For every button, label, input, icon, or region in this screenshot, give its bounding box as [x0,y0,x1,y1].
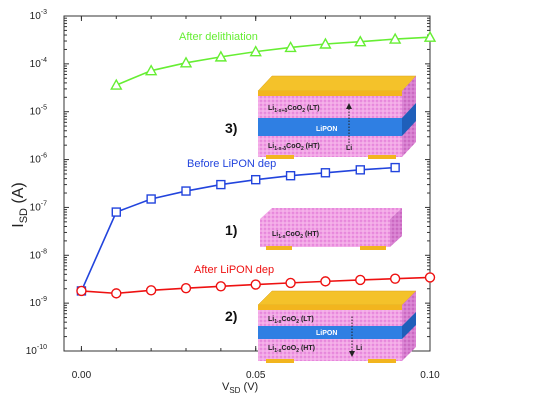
data-point-before-lipon-dep [251,174,261,185]
y-tick-label: 10-9 [30,296,47,309]
data-point-after-delithiation [144,64,158,76]
inset-2-bottom-layer-label: Li1-xCoO2 (HT) [268,345,315,354]
plot-frame [63,15,431,352]
data-point-after-delithiation [388,32,402,44]
data-point-after-lipon-dep [250,279,261,290]
y-tick-label: 10-10 [26,344,47,357]
x-tick-label: 0.05 [246,370,266,381]
data-point-before-lipon-dep [111,207,121,217]
data-point-after-lipon-dep [76,285,87,297]
data-point-before-lipon-dep [285,171,296,181]
data-point-before-lipon-dep [390,162,400,173]
inset-3-number: 3) [225,120,237,136]
data-point-after-lipon-dep [424,272,436,283]
data-point-before-lipon-dep [181,186,191,196]
data-point-before-lipon-dep [355,165,365,175]
label-after-lipon-dep: After LiPON dep [194,264,274,276]
x-axis-title: VSD (V) [222,381,258,395]
inset-3-device [257,75,417,159]
inset-2-number: 2) [225,308,237,324]
data-point-before-lipon-dep [216,179,226,190]
data-point-after-lipon-dep [285,277,296,289]
data-point-after-delithiation [319,37,332,49]
x-tick-label: 0.00 [72,370,92,381]
data-point-after-delithiation [179,56,193,68]
label-before-lipon-dep: Before LiPON dep [187,158,276,170]
inset-2-device [257,290,417,363]
data-point-after-lipon-dep [355,274,366,286]
data-point-after-delithiation [214,50,228,62]
data-point-after-lipon-dep [145,285,157,296]
y-tick-label: 10-5 [30,105,47,118]
inset-2-arrow-label: Li [356,345,362,352]
y-axis-title: ISD (A) [10,182,30,228]
data-point-after-delithiation [284,41,297,53]
data-point-after-delithiation [354,35,367,47]
y-tick-label: 10-7 [30,200,47,213]
inset-1-layer-label: Li1-xCoO2 (HT) [272,231,319,240]
inset-3-bottom-layer-label: Li1-x-δCoO2 (HT) [268,143,320,152]
inset-3-arrow-label: Li [346,145,352,152]
label-after-delithiation: After delithiation [179,31,258,43]
inset-1-number: 1) [225,222,237,238]
data-point-after-delithiation [423,30,437,42]
inset-1-device [260,208,402,250]
data-point-before-lipon-dep [146,194,156,204]
y-tick-label: 10-8 [30,248,47,261]
data-point-after-lipon-dep [389,273,401,284]
series-line-after-delithiation [115,36,431,86]
data-series [76,30,437,299]
series-line-before-lipon-dep [80,166,396,292]
y-tick-label: 10-3 [30,9,47,22]
x-tick-label: 0.10 [420,370,440,381]
schematic-insets: 3) Li1-x+δCoO2 (LT) LiPON Li1-x-δCoO2 (H… [225,75,417,363]
data-point-after-lipon-dep [180,283,192,294]
inset-3-top-layer-label: Li1-x+δCoO2 (LT) [268,105,320,114]
y-tick-label: 10-6 [30,153,47,166]
data-point-after-delithiation [249,45,262,57]
data-point-after-lipon-dep [215,281,227,292]
data-point-before-lipon-dep [320,168,331,178]
inset-3-lipon-label: LiPON [316,126,337,133]
data-point-after-lipon-dep [320,276,331,287]
data-point-after-delithiation [110,78,123,90]
inset-2-lipon-label: LiPON [316,330,337,337]
data-point-after-lipon-dep [111,288,122,299]
y-tick-label: 10-4 [30,57,47,70]
inset-2-top-layer-label: Li1-xCoO2 (LT) [268,316,314,325]
